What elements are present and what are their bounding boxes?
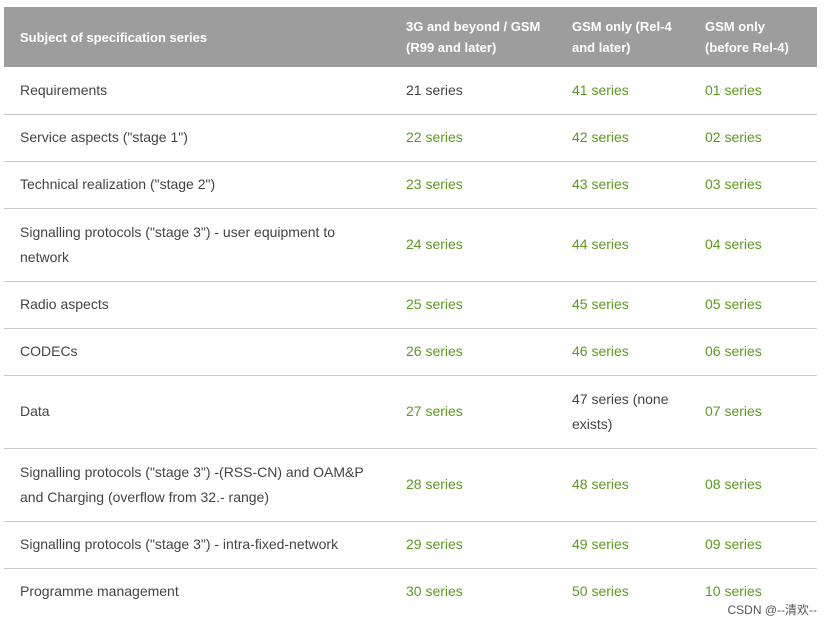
- series-gsm-rel4-link[interactable]: 41 series: [556, 67, 689, 115]
- subject-cell: Programme management: [20, 583, 179, 600]
- specification-series-table: Subject of specification series 3G and b…: [4, 7, 817, 615]
- series-gsm-rel4-link[interactable]: 44 series: [556, 208, 689, 282]
- table-header-row: Subject of specification series 3G and b…: [4, 7, 817, 67]
- series-gsm-link[interactable]: 01 series: [689, 67, 817, 115]
- series-gsm-rel4-link[interactable]: 50 series: [572, 583, 629, 600]
- subject-cell: Requirements: [4, 67, 390, 115]
- subject-cell: Signalling protocols ("stage 3") -(RSS-C…: [4, 448, 390, 522]
- series-gsm-link[interactable]: 03 series: [689, 161, 817, 209]
- series-3g-cell: 21 series: [390, 67, 556, 115]
- series-gsm-link[interactable]: 06 series: [689, 328, 817, 376]
- series-gsm-link[interactable]: 10 series: [705, 583, 762, 600]
- series-3g-link[interactable]: 22 series: [390, 114, 556, 162]
- series-gsm-rel4-link[interactable]: 49 series: [556, 521, 689, 569]
- header-gsm-before-rel4: GSM only (before Rel-4): [689, 7, 817, 67]
- header-3g-and-beyond: 3G and beyond / GSM (R99 and later): [390, 7, 556, 67]
- series-gsm-rel4-cell: 47 series (none exists): [556, 375, 689, 449]
- series-3g-link[interactable]: 27 series: [390, 375, 556, 449]
- table-row: Technical realization ("stage 2") 23 ser…: [4, 161, 817, 209]
- series-gsm-rel4-link[interactable]: 48 series: [556, 448, 689, 522]
- series-3g-link[interactable]: 29 series: [390, 521, 556, 569]
- subject-cell: Signalling protocols ("stage 3") - user …: [4, 208, 390, 282]
- subject-cell: Data: [4, 375, 390, 449]
- subject-cell: Signalling protocols ("stage 3") - intra…: [4, 521, 390, 569]
- subject-cell: CODECs: [4, 328, 390, 376]
- series-gsm-rel4-link[interactable]: 45 series: [556, 281, 689, 329]
- series-3g-link[interactable]: 26 series: [390, 328, 556, 376]
- table-row: Signalling protocols ("stage 3") - user …: [4, 208, 817, 282]
- csdn-watermark: CSDN @--清欢--: [727, 603, 817, 617]
- series-3g-link[interactable]: 30 series: [406, 583, 463, 600]
- series-gsm-link[interactable]: 07 series: [689, 375, 817, 449]
- series-gsm-rel4-link[interactable]: 43 series: [556, 161, 689, 209]
- series-gsm-rel4-link[interactable]: 46 series: [556, 328, 689, 376]
- series-3g-link[interactable]: 28 series: [390, 448, 556, 522]
- series-gsm-rel4-link[interactable]: 42 series: [556, 114, 689, 162]
- table-row: Signalling protocols ("stage 3") -(RSS-C…: [4, 448, 817, 522]
- header-gsm-rel4-later: GSM only (Rel-4 and later): [556, 7, 689, 67]
- series-gsm-link[interactable]: 09 series: [689, 521, 817, 569]
- series-gsm-link[interactable]: 02 series: [689, 114, 817, 162]
- series-3g-link[interactable]: 24 series: [390, 208, 556, 282]
- table-row: Signalling protocols ("stage 3") - intra…: [4, 521, 817, 569]
- table-row: Data 27 series 47 series (none exists) 0…: [4, 375, 817, 449]
- subject-cell: Radio aspects: [4, 281, 390, 329]
- series-gsm-link[interactable]: 08 series: [689, 448, 817, 522]
- subject-cell: Technical realization ("stage 2"): [4, 161, 390, 209]
- subject-cell: Service aspects ("stage 1"): [4, 114, 390, 162]
- table-row: CODECs 26 series 46 series 06 series: [4, 328, 817, 376]
- header-subject: Subject of specification series: [4, 7, 390, 67]
- table-row: Service aspects ("stage 1") 22 series 42…: [4, 114, 817, 162]
- table-row: Radio aspects 25 series 45 series 05 ser…: [4, 281, 817, 329]
- series-3g-link[interactable]: 25 series: [390, 281, 556, 329]
- table-row: Requirements 21 series 41 series 01 seri…: [4, 67, 817, 115]
- series-3g-link[interactable]: 23 series: [390, 161, 556, 209]
- series-gsm-link[interactable]: 04 series: [689, 208, 817, 282]
- series-gsm-link[interactable]: 05 series: [689, 281, 817, 329]
- table-row: Programme management 30 series 50 series…: [4, 568, 817, 615]
